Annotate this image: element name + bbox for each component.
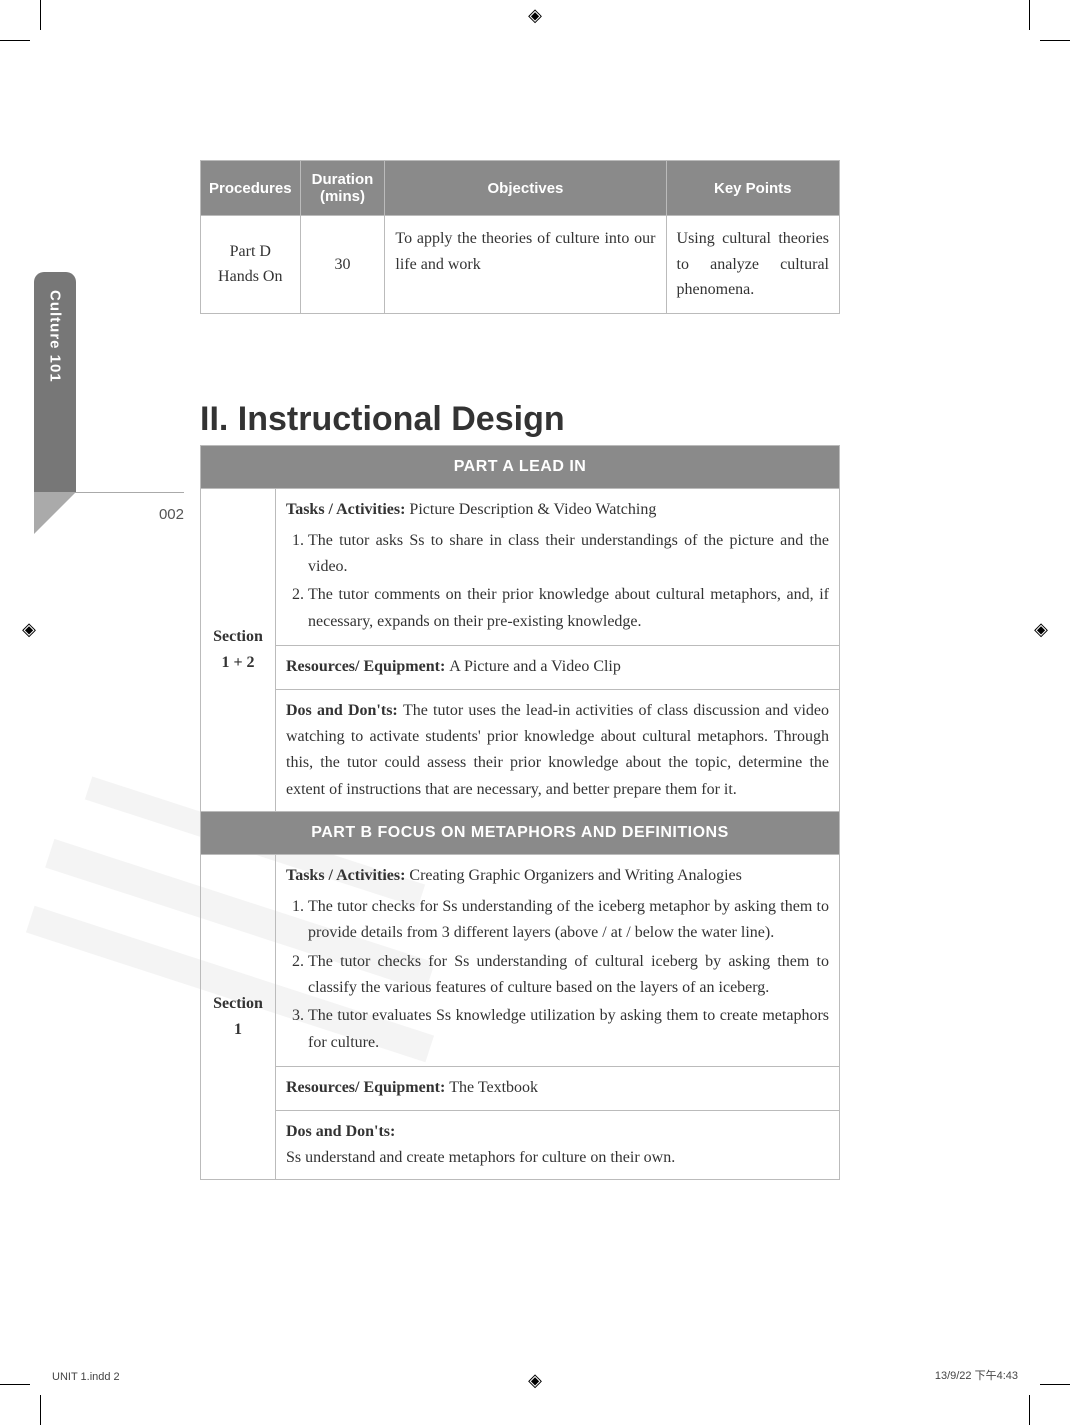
footer-filename: UNIT 1.indd 2 bbox=[52, 1371, 120, 1383]
cell-procedure: Part D Hands On bbox=[201, 216, 301, 314]
part-a-header-row: PART A LEAD IN bbox=[201, 445, 840, 488]
part-b-tasks-row: Section 1 Tasks / Activities: Creating G… bbox=[201, 855, 840, 1067]
part-a-section-cell: Section 1 + 2 bbox=[201, 489, 276, 812]
tasks-intro: Picture Description & Video Watching bbox=[409, 501, 656, 518]
crop-mark bbox=[1029, 1395, 1030, 1425]
section-label-l1: Section bbox=[211, 991, 265, 1017]
footer-timestamp: 13/9/22 下午4:43 bbox=[935, 1367, 1018, 1383]
dos-label: Dos and Don'ts: bbox=[286, 702, 403, 719]
dos-label: Dos and Don'ts: bbox=[286, 1119, 829, 1145]
cell-keypoints: Using cultural theories to analyze cultu… bbox=[666, 216, 839, 314]
side-tab-label: Culture 101 bbox=[47, 290, 64, 383]
cell-duration: 30 bbox=[300, 216, 385, 314]
registration-mark-icon: ◈ bbox=[1032, 620, 1050, 638]
side-tab: Culture 101 bbox=[34, 272, 76, 492]
crop-mark bbox=[1040, 40, 1070, 41]
page-number-triangle bbox=[34, 492, 76, 534]
resources-text: The Textbook bbox=[449, 1079, 538, 1096]
table-header-row: Procedures Duration (mins) Objectives Ke… bbox=[201, 161, 840, 216]
page-number-block: 002 bbox=[34, 492, 184, 530]
col-header-objectives: Objectives bbox=[385, 161, 666, 216]
col-header-keypoints: Key Points bbox=[666, 161, 839, 216]
tasks-intro: Creating Graphic Organizers and Writing … bbox=[409, 867, 741, 884]
list-item: The tutor evaluates Ss knowledge utiliza… bbox=[308, 1003, 829, 1056]
part-b-resources-cell: Resources/ Equipment: The Textbook bbox=[276, 1067, 840, 1110]
part-a-dos-row: Dos and Don'ts: The tutor uses the lead-… bbox=[201, 689, 840, 812]
crop-mark bbox=[40, 1395, 41, 1425]
section-heading: II. Instructional Design bbox=[200, 400, 840, 439]
col-header-procedures: Procedures bbox=[201, 161, 301, 216]
part-a-tasks-cell: Tasks / Activities: Picture Description … bbox=[276, 489, 840, 646]
resources-label: Resources/ Equipment: bbox=[286, 658, 449, 675]
part-a-resources-cell: Resources/ Equipment: A Picture and a Vi… bbox=[276, 646, 840, 689]
resources-text: A Picture and a Video Clip bbox=[449, 658, 621, 675]
list-item: The tutor comments on their prior knowle… bbox=[308, 582, 829, 635]
part-b-tasks-cell: Tasks / Activities: Creating Graphic Org… bbox=[276, 855, 840, 1067]
part-b-resources-row: Resources/ Equipment: The Textbook bbox=[201, 1067, 840, 1110]
crop-mark bbox=[1029, 0, 1030, 30]
page-content: Procedures Duration (mins) Objectives Ke… bbox=[200, 160, 840, 1180]
instructional-design-table: PART A LEAD IN Section 1 + 2 Tasks / Act… bbox=[200, 445, 840, 1181]
cell-objective: To apply the theories of culture into ou… bbox=[385, 216, 666, 314]
part-a-resources-row: Resources/ Equipment: A Picture and a Vi… bbox=[201, 646, 840, 689]
registration-mark-icon: ◈ bbox=[20, 620, 38, 638]
tasks-label: Tasks / Activities: bbox=[286, 867, 409, 884]
registration-mark-icon: ◈ bbox=[526, 6, 544, 24]
part-a-dos-cell: Dos and Don'ts: The tutor uses the lead-… bbox=[276, 689, 840, 812]
part-b-section-cell: Section 1 bbox=[201, 855, 276, 1180]
procedures-table: Procedures Duration (mins) Objectives Ke… bbox=[200, 160, 840, 314]
section-label-l2: 1 bbox=[211, 1017, 265, 1043]
dos-text: Ss understand and create metaphors for c… bbox=[286, 1145, 829, 1171]
crop-mark bbox=[40, 0, 41, 30]
section-label-l2: 1 + 2 bbox=[211, 650, 265, 676]
section-label-l1: Section bbox=[211, 624, 265, 650]
cell-procedure-l1: Part D bbox=[211, 239, 290, 265]
col-header-duration: Duration (mins) bbox=[300, 161, 385, 216]
page-number: 002 bbox=[159, 506, 184, 523]
list-item: The tutor checks for Ss understanding of… bbox=[308, 949, 829, 1002]
part-a-task-list: The tutor asks Ss to share in class thei… bbox=[308, 528, 829, 636]
list-item: The tutor asks Ss to share in class thei… bbox=[308, 528, 829, 581]
crop-mark bbox=[0, 1384, 30, 1385]
part-a-header: PART A LEAD IN bbox=[201, 445, 840, 488]
crop-mark bbox=[0, 40, 30, 41]
part-a-tasks-row: Section 1 + 2 Tasks / Activities: Pictur… bbox=[201, 489, 840, 646]
table-row: Part D Hands On 30 To apply the theories… bbox=[201, 216, 840, 314]
tasks-label: Tasks / Activities: bbox=[286, 501, 409, 518]
registration-mark-icon: ◈ bbox=[526, 1371, 544, 1389]
part-b-task-list: The tutor checks for Ss understanding of… bbox=[308, 894, 829, 1056]
crop-mark bbox=[1040, 1384, 1070, 1385]
part-b-header-row: PART B FOCUS ON METAPHORS AND DEFINITION… bbox=[201, 812, 840, 855]
part-b-dos-cell: Dos and Don'ts: Ss understand and create… bbox=[276, 1110, 840, 1180]
resources-label: Resources/ Equipment: bbox=[286, 1079, 449, 1096]
cell-procedure-l2: Hands On bbox=[211, 264, 290, 290]
part-b-header: PART B FOCUS ON METAPHORS AND DEFINITION… bbox=[201, 812, 840, 855]
list-item: The tutor checks for Ss understanding of… bbox=[308, 894, 829, 947]
part-b-dos-row: Dos and Don'ts: Ss understand and create… bbox=[201, 1110, 840, 1180]
